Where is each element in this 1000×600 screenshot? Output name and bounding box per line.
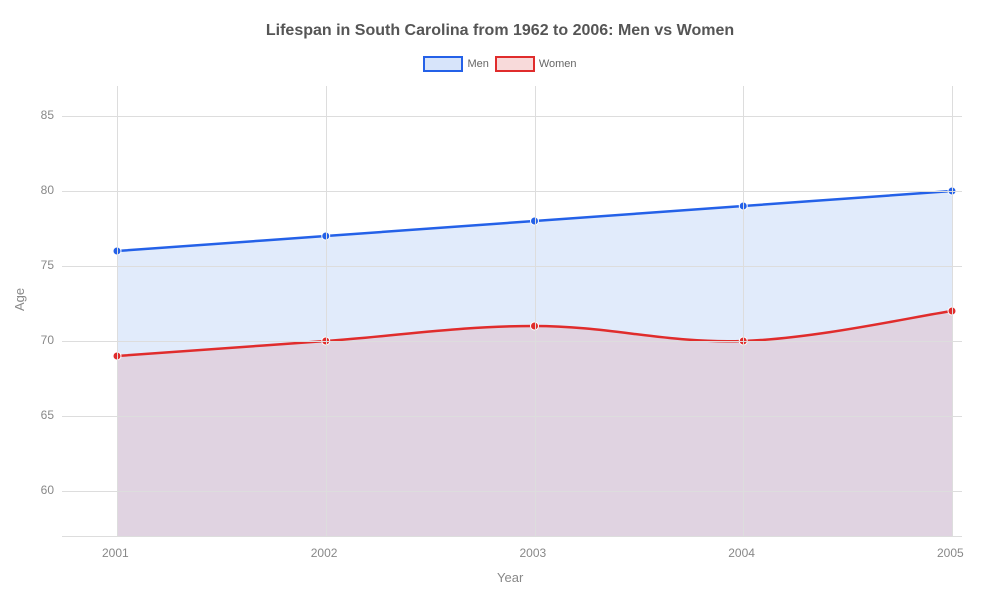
gridline-h: [62, 416, 962, 417]
gridline-h: [62, 191, 962, 192]
gridline-h: [62, 491, 962, 492]
x-axis-label: Year: [497, 570, 523, 585]
legend-label-men: Men: [467, 58, 488, 70]
plot-area: [62, 86, 962, 536]
x-axis-line: [62, 536, 962, 537]
gridline-h: [62, 116, 962, 117]
gridline-v: [743, 86, 744, 536]
x-tick-label: 2005: [937, 546, 964, 560]
legend: Men Women: [0, 56, 1000, 72]
gridline-h: [62, 341, 962, 342]
legend-swatch-women: [495, 56, 535, 72]
gridline-v: [952, 86, 953, 536]
lifespan-chart: Lifespan in South Carolina from 1962 to …: [0, 0, 1000, 600]
chart-title: Lifespan in South Carolina from 1962 to …: [0, 22, 1000, 40]
y-tick-label: 85: [41, 108, 54, 122]
gridline-v: [535, 86, 536, 536]
y-tick-label: 80: [41, 183, 54, 197]
legend-item-women: Women: [495, 56, 577, 72]
gridline-v: [117, 86, 118, 536]
y-tick-label: 75: [41, 258, 54, 272]
y-tick-label: 60: [41, 483, 54, 497]
y-tick-label: 65: [41, 408, 54, 422]
x-tick-label: 2002: [311, 546, 338, 560]
x-tick-label: 2004: [728, 546, 755, 560]
x-tick-label: 2003: [520, 546, 547, 560]
x-tick-label: 2001: [102, 546, 129, 560]
y-axis-label: Age: [12, 288, 27, 311]
legend-swatch-men: [423, 56, 463, 72]
y-tick-label: 70: [41, 333, 54, 347]
legend-item-men: Men: [423, 56, 488, 72]
gridline-v: [326, 86, 327, 536]
legend-label-women: Women: [539, 58, 577, 70]
gridline-h: [62, 266, 962, 267]
